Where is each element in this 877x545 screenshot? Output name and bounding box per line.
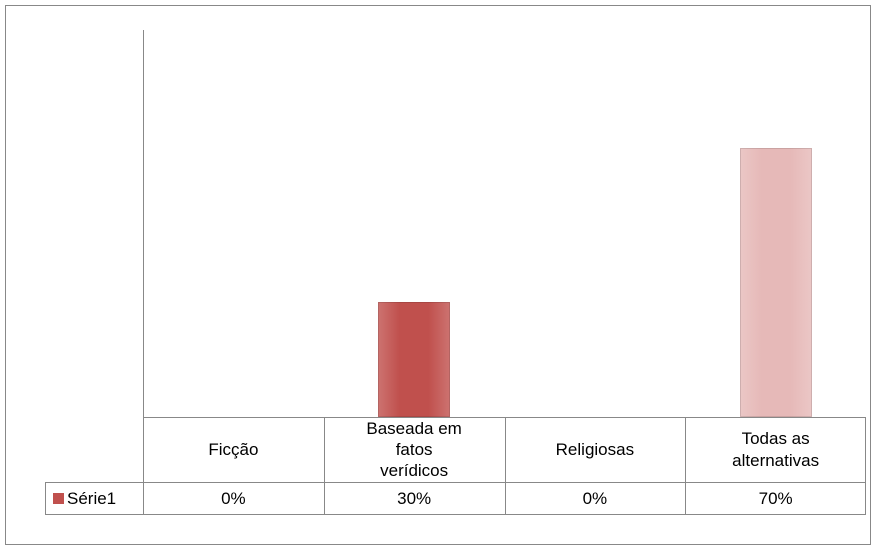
- legend-swatch: [53, 493, 64, 504]
- axis-line: [143, 30, 144, 417]
- category-label: Baseada em fatos verídicos: [366, 418, 462, 481]
- value-label: 0%: [582, 488, 608, 508]
- category-label: Religiosas: [555, 439, 635, 459]
- table-col-line: [685, 417, 687, 515]
- category-label: Ficção: [208, 439, 259, 459]
- page: (() => { const data = JSON.parse(documen…: [5, 5, 871, 545]
- value-label: 30%: [397, 488, 432, 508]
- bar: [739, 148, 812, 417]
- value-label: 0%: [221, 488, 246, 508]
- table-col-line: [504, 417, 506, 515]
- table-border: [45, 482, 144, 515]
- legend-key: Série1: [45, 482, 143, 515]
- table-col-line: [323, 417, 325, 515]
- bar: [378, 301, 451, 417]
- legend-label: Série1: [67, 488, 117, 508]
- value-label: 70%: [758, 488, 793, 508]
- category-label: Todas as alternativas: [732, 429, 820, 470]
